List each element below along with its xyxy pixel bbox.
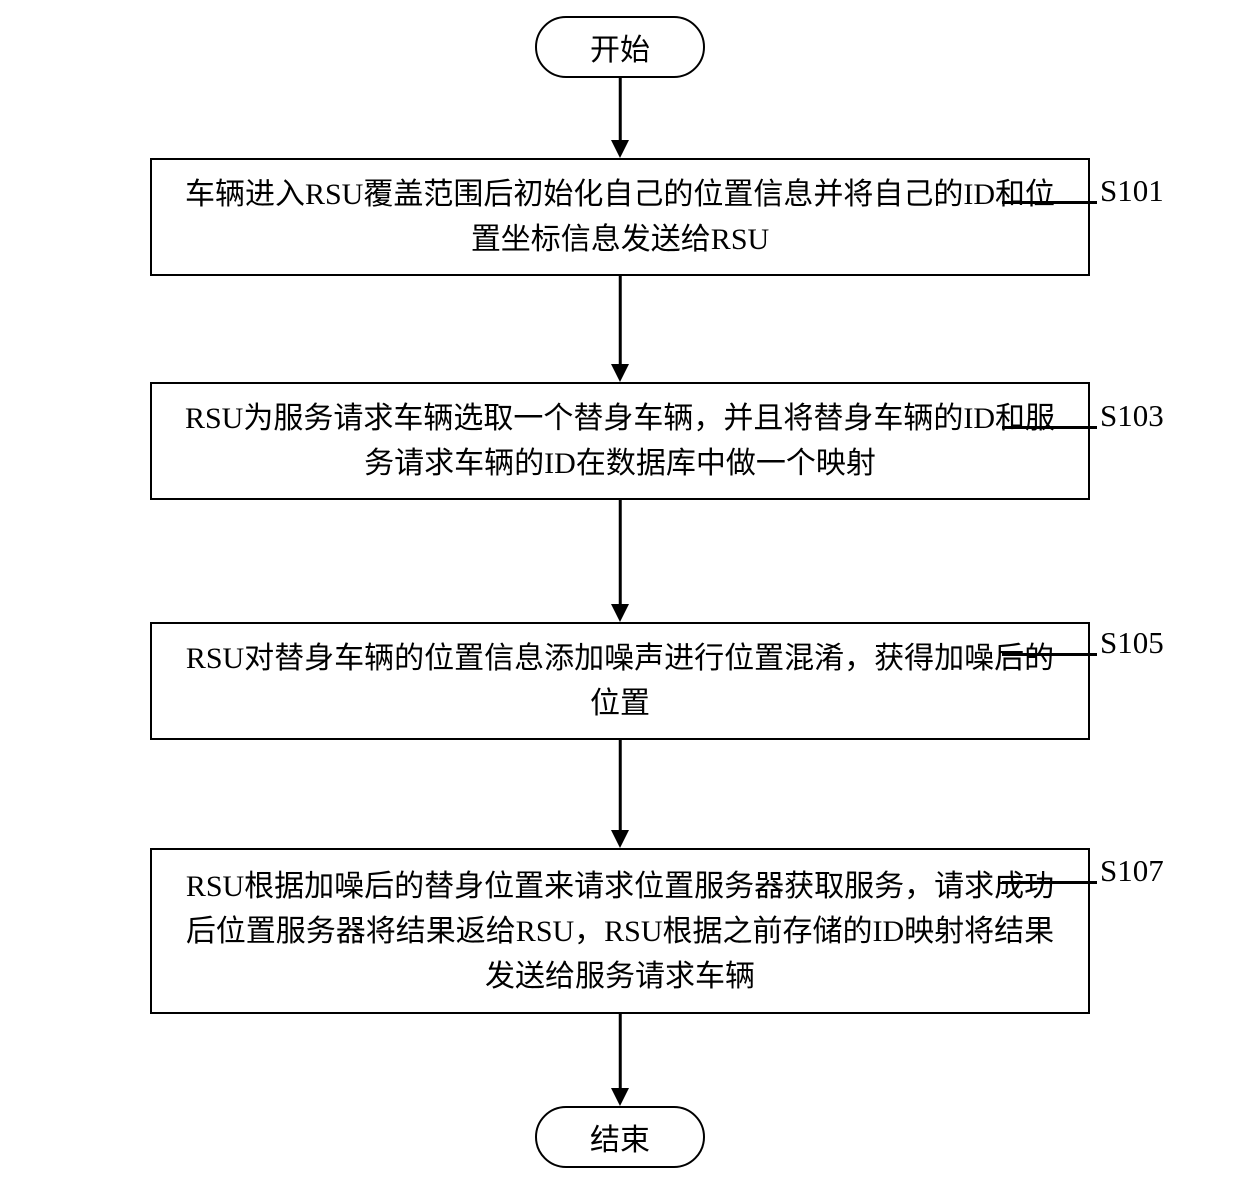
terminal-start: 开始: [535, 16, 705, 78]
process-step-3-text: RSU对替身车辆的位置信息添加噪声进行位置混淆，获得加噪后的位置: [172, 636, 1068, 726]
connector-2: [1002, 426, 1097, 429]
arrow-line-1: [619, 78, 622, 140]
step-label-2: S103: [1100, 398, 1164, 434]
flowchart-container: 开始 车辆进入RSU覆盖范围后初始化自己的位置信息并将自己的ID和位置坐标信息发…: [0, 0, 1240, 1201]
terminal-start-text: 开始: [590, 25, 650, 69]
process-step-1-text: 车辆进入RSU覆盖范围后初始化自己的位置信息并将自己的ID和位置坐标信息发送给R…: [172, 172, 1068, 262]
connector-3: [1002, 653, 1097, 656]
terminal-end-text: 结束: [590, 1115, 650, 1159]
arrow-line-2: [619, 276, 622, 364]
arrow-line-3: [619, 500, 622, 604]
step-label-4: S107: [1100, 853, 1164, 889]
arrow-line-4: [619, 740, 622, 830]
terminal-end: 结束: [535, 1106, 705, 1168]
step-label-3: S105: [1100, 625, 1164, 661]
process-step-2: RSU为服务请求车辆选取一个替身车辆，并且将替身车辆的ID和服务请求车辆的ID在…: [150, 382, 1090, 500]
process-step-2-text: RSU为服务请求车辆选取一个替身车辆，并且将替身车辆的ID和服务请求车辆的ID在…: [172, 396, 1068, 486]
process-step-1: 车辆进入RSU覆盖范围后初始化自己的位置信息并将自己的ID和位置坐标信息发送给R…: [150, 158, 1090, 276]
connector-4: [1002, 881, 1097, 884]
process-step-4-text: RSU根据加噪后的替身位置来请求位置服务器获取服务，请求成功后位置服务器将结果返…: [172, 864, 1068, 999]
step-label-1: S101: [1100, 173, 1164, 209]
process-step-4: RSU根据加噪后的替身位置来请求位置服务器获取服务，请求成功后位置服务器将结果返…: [150, 848, 1090, 1014]
arrow-head-2: [611, 364, 629, 382]
connector-1: [1002, 201, 1097, 204]
process-step-3: RSU对替身车辆的位置信息添加噪声进行位置混淆，获得加噪后的位置: [150, 622, 1090, 740]
arrow-head-5: [611, 1088, 629, 1106]
arrow-head-3: [611, 604, 629, 622]
arrow-head-4: [611, 830, 629, 848]
arrow-line-5: [619, 1014, 622, 1088]
arrow-head-1: [611, 140, 629, 158]
